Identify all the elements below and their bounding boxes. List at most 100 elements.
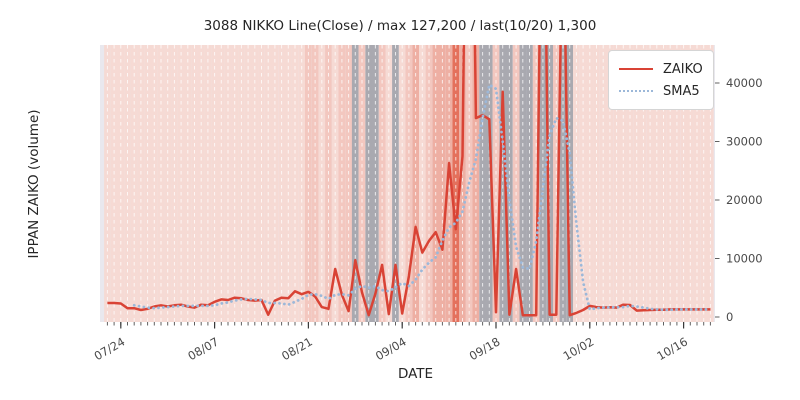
day-band bbox=[278, 45, 285, 322]
day-band bbox=[331, 45, 339, 322]
day-band bbox=[305, 45, 312, 322]
day-band bbox=[110, 45, 118, 322]
day-band bbox=[479, 45, 486, 322]
day-band bbox=[619, 45, 627, 322]
day-band bbox=[197, 45, 205, 322]
day-band bbox=[124, 45, 131, 322]
x-tick-label: 08/07 bbox=[185, 334, 221, 363]
day-band bbox=[291, 45, 299, 322]
day-band bbox=[425, 45, 433, 322]
day-band bbox=[707, 45, 714, 322]
day-band bbox=[117, 45, 125, 322]
day-band bbox=[405, 45, 413, 322]
day-band bbox=[191, 45, 198, 322]
zaiko-line-swatch bbox=[619, 68, 653, 70]
day-band bbox=[599, 45, 607, 322]
day-band bbox=[432, 45, 440, 322]
day-band bbox=[157, 45, 165, 322]
day-band bbox=[104, 45, 111, 322]
day-band bbox=[680, 45, 687, 322]
sma5-line-swatch bbox=[619, 90, 653, 92]
day-band bbox=[224, 45, 232, 322]
x-tick-label: 07/24 bbox=[92, 334, 128, 363]
day-band bbox=[439, 45, 446, 322]
day-band bbox=[177, 45, 185, 322]
day-band bbox=[472, 45, 480, 322]
legend-entry-sma5: SMA5 bbox=[619, 80, 703, 102]
sma5-line bbox=[132, 83, 712, 312]
day-band bbox=[204, 45, 212, 322]
day-band bbox=[392, 45, 399, 322]
day-band bbox=[586, 45, 594, 322]
legend-entry-zaiko: ZAIKO bbox=[619, 58, 703, 80]
day-band bbox=[218, 45, 225, 322]
day-band bbox=[151, 45, 158, 322]
legend: ZAIKO SMA5 bbox=[608, 50, 714, 110]
day-band bbox=[271, 45, 279, 322]
y-tick-label: 0 bbox=[726, 310, 733, 324]
day-band bbox=[345, 45, 352, 322]
day-band bbox=[452, 45, 460, 322]
day-band bbox=[358, 45, 366, 322]
day-band bbox=[553, 45, 560, 322]
day-band bbox=[251, 45, 259, 322]
day-band bbox=[184, 45, 192, 322]
day-band bbox=[593, 45, 600, 322]
day-band bbox=[606, 45, 614, 322]
y-tick-label: 10000 bbox=[726, 252, 763, 266]
day-band bbox=[338, 45, 346, 322]
day-band bbox=[412, 45, 419, 322]
chart-title: 3088 NIKKO Line(Close) / max 127,200 / l… bbox=[203, 18, 597, 34]
day-band bbox=[640, 45, 647, 322]
day-band bbox=[499, 45, 507, 322]
day-band bbox=[137, 45, 145, 322]
day-band bbox=[164, 45, 172, 322]
day-band bbox=[325, 45, 332, 322]
day-band bbox=[519, 45, 527, 322]
day-band bbox=[700, 45, 708, 322]
day-band bbox=[171, 45, 178, 322]
day-band bbox=[626, 45, 634, 322]
x-tick-label: 10/02 bbox=[561, 334, 597, 363]
day-band bbox=[686, 45, 694, 322]
day-band bbox=[144, 45, 151, 322]
day-band bbox=[231, 45, 238, 322]
day-band bbox=[673, 45, 681, 322]
y-tick-label: 40000 bbox=[726, 76, 763, 90]
day-band bbox=[211, 45, 218, 322]
day-band bbox=[573, 45, 580, 322]
day-band bbox=[238, 45, 245, 322]
day-band bbox=[419, 45, 426, 322]
day-band bbox=[646, 45, 654, 322]
x-tick-label: 08/21 bbox=[279, 334, 315, 363]
day-band bbox=[559, 45, 567, 322]
day-band bbox=[546, 45, 553, 322]
day-band bbox=[492, 45, 500, 322]
day-band bbox=[633, 45, 641, 322]
day-band bbox=[666, 45, 674, 322]
day-band bbox=[258, 45, 265, 322]
day-band bbox=[566, 45, 574, 322]
day-band bbox=[532, 45, 540, 322]
day-band bbox=[385, 45, 393, 322]
day-band bbox=[653, 45, 661, 322]
day-band bbox=[579, 45, 587, 322]
day-band bbox=[512, 45, 520, 322]
day-band bbox=[693, 45, 701, 322]
day-band bbox=[244, 45, 252, 322]
day-band bbox=[506, 45, 513, 322]
day-band bbox=[459, 45, 466, 322]
x-tick-label: 10/16 bbox=[654, 334, 690, 363]
day-band bbox=[445, 45, 453, 322]
day-band bbox=[298, 45, 306, 322]
day-band bbox=[130, 45, 138, 322]
x-tick-label: 09/18 bbox=[467, 334, 503, 363]
day-band bbox=[486, 45, 493, 322]
legend-label-sma5: SMA5 bbox=[663, 83, 700, 99]
y-tick-label: 30000 bbox=[726, 135, 763, 149]
day-band bbox=[284, 45, 292, 322]
day-band bbox=[660, 45, 667, 322]
day-band bbox=[311, 45, 319, 322]
day-band bbox=[264, 45, 272, 322]
